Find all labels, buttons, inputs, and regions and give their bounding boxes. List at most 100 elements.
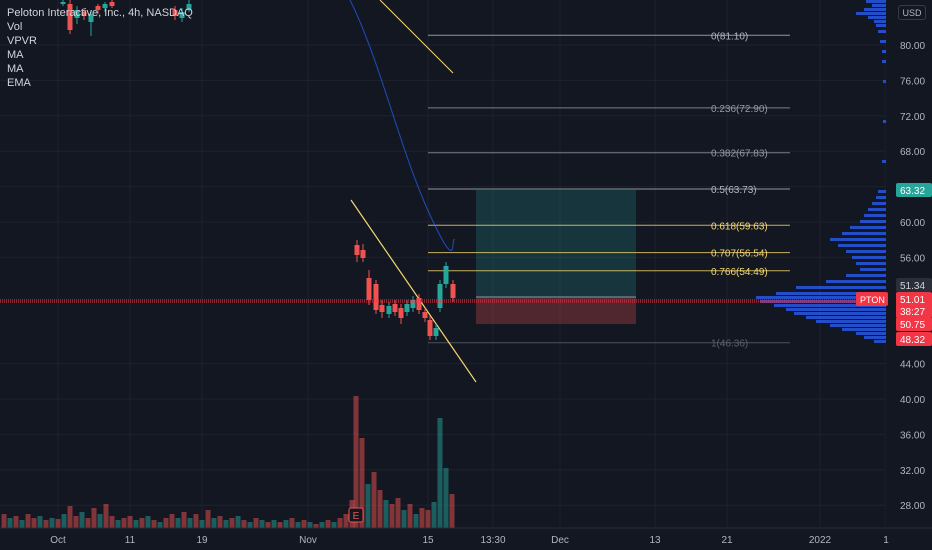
vpvr-bar <box>786 308 886 311</box>
trendline[interactable] <box>350 199 477 383</box>
volume-bar <box>325 520 331 528</box>
vpvr-bar <box>794 312 886 315</box>
price-axis[interactable]: 80.0076.0072.0068.0064.0060.0056.0044.00… <box>856 0 932 528</box>
indicator-ma-2[interactable]: MA <box>7 63 24 75</box>
candle-body <box>410 300 416 308</box>
vpvr-bar <box>880 40 886 43</box>
candle-body <box>67 4 73 30</box>
vpvr-bar <box>882 60 886 63</box>
vpvr-bar <box>852 256 886 259</box>
volume-bar <box>79 512 85 528</box>
candle-body <box>450 284 456 298</box>
vpvr-bar <box>864 214 886 217</box>
volume-bar <box>271 520 277 528</box>
volume-bar <box>19 520 25 528</box>
volume-bar <box>73 516 79 528</box>
volume-bar <box>127 516 133 528</box>
vpvr-bar <box>868 208 886 211</box>
vpvr-bar <box>826 280 886 283</box>
vpvr-bar <box>878 30 886 33</box>
vpvr-bar <box>806 316 886 319</box>
loss-zone[interactable] <box>476 297 636 324</box>
volume-bar <box>31 518 37 528</box>
price-axis-label-bg <box>896 317 932 331</box>
price-axis-label: 38:27 <box>900 307 925 318</box>
price-tick-label: 32.00 <box>900 466 925 477</box>
price-tick-label: 36.00 <box>900 430 925 441</box>
candle-body <box>443 266 449 284</box>
currency-badge[interactable]: USD <box>898 5 926 20</box>
price-tick-label: 40.00 <box>900 395 925 406</box>
candle-body <box>74 10 80 18</box>
vpvr-bar <box>874 20 886 23</box>
ma-line <box>379 0 454 74</box>
volume-bar <box>199 520 205 528</box>
time-tick-label: 15 <box>422 535 434 546</box>
price-tick-label: 44.00 <box>900 360 925 371</box>
volume-bar <box>295 522 301 528</box>
vpvr-bar <box>776 292 886 295</box>
ema-line <box>349 0 456 252</box>
candle-body <box>392 304 398 312</box>
volume-bar <box>55 519 61 528</box>
price-tick-label: 68.00 <box>900 147 925 158</box>
time-tick-label: Oct <box>50 535 66 546</box>
volume-bar <box>181 512 187 528</box>
symbol-title[interactable]: Peloton Interactive, Inc., 4h, NASDAQ <box>7 7 193 19</box>
indicator-vpvr[interactable]: VPVR <box>7 35 37 47</box>
time-axis[interactable]: Oct 11 19 Nov 15 13:30 Dec 13 21 2022 1 <box>0 527 932 550</box>
fibonacci-retracement[interactable]: 0(81.10) 0.236(72.90) 0.382(67.83) 0.5(63.7… <box>428 31 790 350</box>
volume-bar <box>169 514 175 528</box>
candle-body <box>186 4 192 10</box>
volume-bar <box>407 504 413 528</box>
vpvr-bar <box>830 324 886 327</box>
volume-bar <box>331 522 337 528</box>
volume-bar <box>359 438 365 528</box>
volume-bar <box>103 504 109 528</box>
earnings-event[interactable]: E <box>348 507 364 523</box>
vpvr-bar <box>878 190 886 193</box>
volume-bar <box>187 518 193 528</box>
volume-bar <box>229 518 235 528</box>
volume-bar <box>43 520 49 528</box>
price-tick-label: 60.00 <box>900 218 925 229</box>
volume-bar <box>371 472 377 528</box>
indicator-vol[interactable]: Vol <box>7 21 23 33</box>
volume-bar <box>205 510 211 528</box>
vpvr-bar <box>882 160 886 163</box>
time-tick-label: 13:30 <box>480 535 505 546</box>
candle-body <box>179 12 185 18</box>
candle-body <box>416 298 422 310</box>
volume-bar <box>157 522 163 528</box>
candle-body <box>373 284 379 310</box>
candle-body <box>386 306 392 314</box>
vpvr-bar <box>874 340 886 343</box>
volume-bar <box>377 490 383 528</box>
candle-body <box>379 305 385 312</box>
volume-bar <box>395 498 401 528</box>
candle-body <box>109 2 115 6</box>
price-tick-label: 76.00 <box>900 76 925 87</box>
volume-bar <box>175 518 181 528</box>
price-axis-label: 48.32 <box>900 335 925 346</box>
vpvr-bar <box>846 274 886 277</box>
volume-bars <box>1 396 455 528</box>
indicator-ma-1[interactable]: MA <box>7 49 24 61</box>
price-axis-label: 63.32 <box>900 186 925 197</box>
volume-bar <box>223 520 229 528</box>
profit-zone[interactable] <box>476 190 636 297</box>
vpvr-bar <box>872 202 886 205</box>
time-tick-label: 13 <box>649 535 661 546</box>
price-axis-label-bg <box>896 183 932 197</box>
volume-bar <box>389 504 395 528</box>
candle-body <box>354 245 360 255</box>
long-position-tool[interactable] <box>476 190 636 324</box>
candle-body <box>102 4 108 8</box>
indicator-ema[interactable]: EMA <box>7 77 31 89</box>
volume-bar <box>115 520 121 528</box>
volume-bar <box>319 522 325 528</box>
vpvr-bar <box>830 238 886 241</box>
volume-bar <box>383 500 389 528</box>
price-axis-label-bg <box>896 304 932 318</box>
